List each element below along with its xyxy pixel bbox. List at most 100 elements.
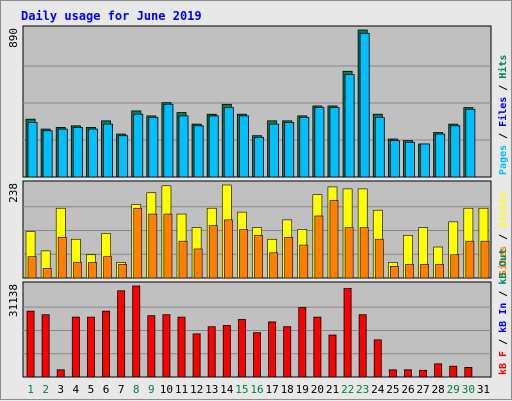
kbytes-bar-day-1 [26, 310, 35, 378]
day-label-27: 27 [416, 383, 429, 396]
day-label-1: 1 [27, 383, 34, 396]
day-label-25: 25 [386, 383, 399, 396]
kbytes-bar-day-18 [283, 326, 292, 378]
files-bar-day-17 [269, 123, 280, 178]
kbytes-bar-day-21 [328, 334, 337, 378]
sites-bar-day-13 [208, 225, 218, 279]
kbytes-bar-day-15 [237, 319, 246, 378]
sites-bar-day-23 [359, 227, 369, 279]
sites-bar-day-22 [344, 227, 354, 279]
files-bar-day-29 [450, 125, 461, 178]
kbytes-bar-day-5 [86, 316, 95, 378]
panel-middle-legend-part-0: Sites [497, 246, 509, 276]
sites-bar-day-19 [299, 244, 309, 279]
day-label-5: 5 [88, 383, 95, 396]
files-bar-day-5 [87, 128, 98, 178]
files-bar-day-26 [405, 141, 415, 178]
sites-bar-day-10 [163, 213, 173, 279]
panel-bottom-ymax-label: 31138 [7, 284, 20, 317]
panel-bottom-legend: kB F / kB In / kB Out [498, 249, 509, 375]
kbytes-bar-day-3 [56, 369, 65, 378]
sites-bar-day-4 [72, 262, 82, 279]
day-label-11: 11 [175, 383, 188, 396]
day-label-14: 14 [220, 383, 234, 396]
kbytes-bar-day-4 [71, 316, 80, 378]
kbytes-bar-day-22 [343, 287, 352, 378]
files-bar-day-30 [465, 108, 476, 178]
day-label-15: 15 [235, 383, 248, 396]
day-label-21: 21 [326, 383, 339, 396]
day-label-17: 17 [265, 383, 278, 396]
files-bar-day-16 [254, 136, 264, 178]
files-bar-day-20 [314, 107, 325, 178]
sites-bar-day-24 [374, 238, 384, 279]
panel-bottom-legend-part-0: kB F [498, 351, 509, 375]
day-label-24: 24 [371, 383, 385, 396]
day-label-29: 29 [447, 383, 460, 396]
sites-bar-day-16 [254, 235, 263, 279]
kbytes-bar-day-7 [117, 290, 126, 378]
files-bar-day-22 [344, 74, 355, 178]
files-bar-day-21 [329, 107, 340, 178]
day-label-10: 10 [160, 383, 173, 396]
sites-bar-day-12 [193, 248, 203, 279]
day-label-13: 13 [205, 383, 218, 396]
files-bar-day-4 [72, 127, 83, 178]
sites-bar-day-15 [239, 229, 248, 279]
day-label-9: 9 [148, 383, 155, 396]
panel-bottom-legend-part-4: kB Out [498, 249, 509, 285]
panel-top-legend-part-0: Pages [498, 145, 509, 175]
sites-bar-day-29 [450, 254, 460, 279]
day-label-30: 30 [462, 383, 475, 396]
day-label-23: 23 [356, 383, 369, 396]
kbytes-bar-day-20 [313, 316, 322, 378]
day-label-3: 3 [57, 383, 64, 396]
files-bar-day-1 [27, 122, 38, 178]
kbytes-bar-day-12 [192, 333, 201, 378]
files-bar-day-13 [208, 115, 219, 178]
kbytes-bar-day-2 [41, 314, 50, 378]
files-bar-day-19 [299, 117, 310, 178]
panel-bottom-legend-part-1: / [498, 333, 509, 351]
panel-top-ymax-label: 890 [7, 28, 20, 48]
panel-top-legend-part-3: / [498, 79, 509, 97]
sites-bar-day-7 [118, 264, 127, 279]
sites-bar-day-26 [405, 264, 414, 279]
day-label-16: 16 [250, 383, 263, 396]
panel-middle-ymax-label: 238 [7, 183, 20, 203]
kbytes-bar-day-13 [207, 326, 216, 378]
day-label-31: 31 [477, 383, 490, 396]
kbytes-bar-day-29 [449, 365, 458, 378]
sites-bar-day-9 [148, 213, 158, 279]
day-label-26: 26 [401, 383, 414, 396]
files-bar-day-23 [359, 32, 370, 178]
kbytes-bar-day-23 [358, 314, 367, 378]
day-label-20: 20 [311, 383, 324, 396]
kbytes-bar-day-27 [419, 369, 428, 378]
sites-bar-day-1 [27, 256, 37, 279]
files-bar-day-2 [42, 130, 53, 178]
day-label-7: 7 [118, 383, 125, 396]
kbytes-bar-day-28 [434, 363, 443, 378]
kbytes-bar-day-9 [147, 315, 156, 378]
panel-top-legend: Pages / Files / Hits [497, 55, 509, 175]
panel-bottom-legend-part-3: / [498, 285, 509, 303]
kbytes-bar-day-30 [464, 367, 473, 378]
kbytes-bar-day-26 [404, 369, 412, 378]
day-label-8: 8 [133, 383, 140, 396]
files-bar-day-24 [374, 117, 385, 178]
files-bar-day-11 [178, 115, 189, 178]
sites-bar-day-6 [103, 256, 112, 279]
files-bar-day-9 [148, 117, 159, 178]
files-bar-day-10 [163, 103, 174, 178]
kbytes-bar-day-16 [253, 332, 261, 378]
kbytes-bar-day-24 [373, 339, 382, 378]
kbytes-bar-day-19 [298, 307, 307, 378]
day-label-28: 28 [432, 383, 445, 396]
kbytes-bar-day-6 [102, 310, 110, 378]
kbytes-bar-day-14 [222, 325, 231, 378]
kbytes-bar-day-17 [268, 321, 277, 378]
panel-top-legend-part-1: / [498, 127, 509, 145]
files-bar-day-12 [193, 125, 204, 178]
